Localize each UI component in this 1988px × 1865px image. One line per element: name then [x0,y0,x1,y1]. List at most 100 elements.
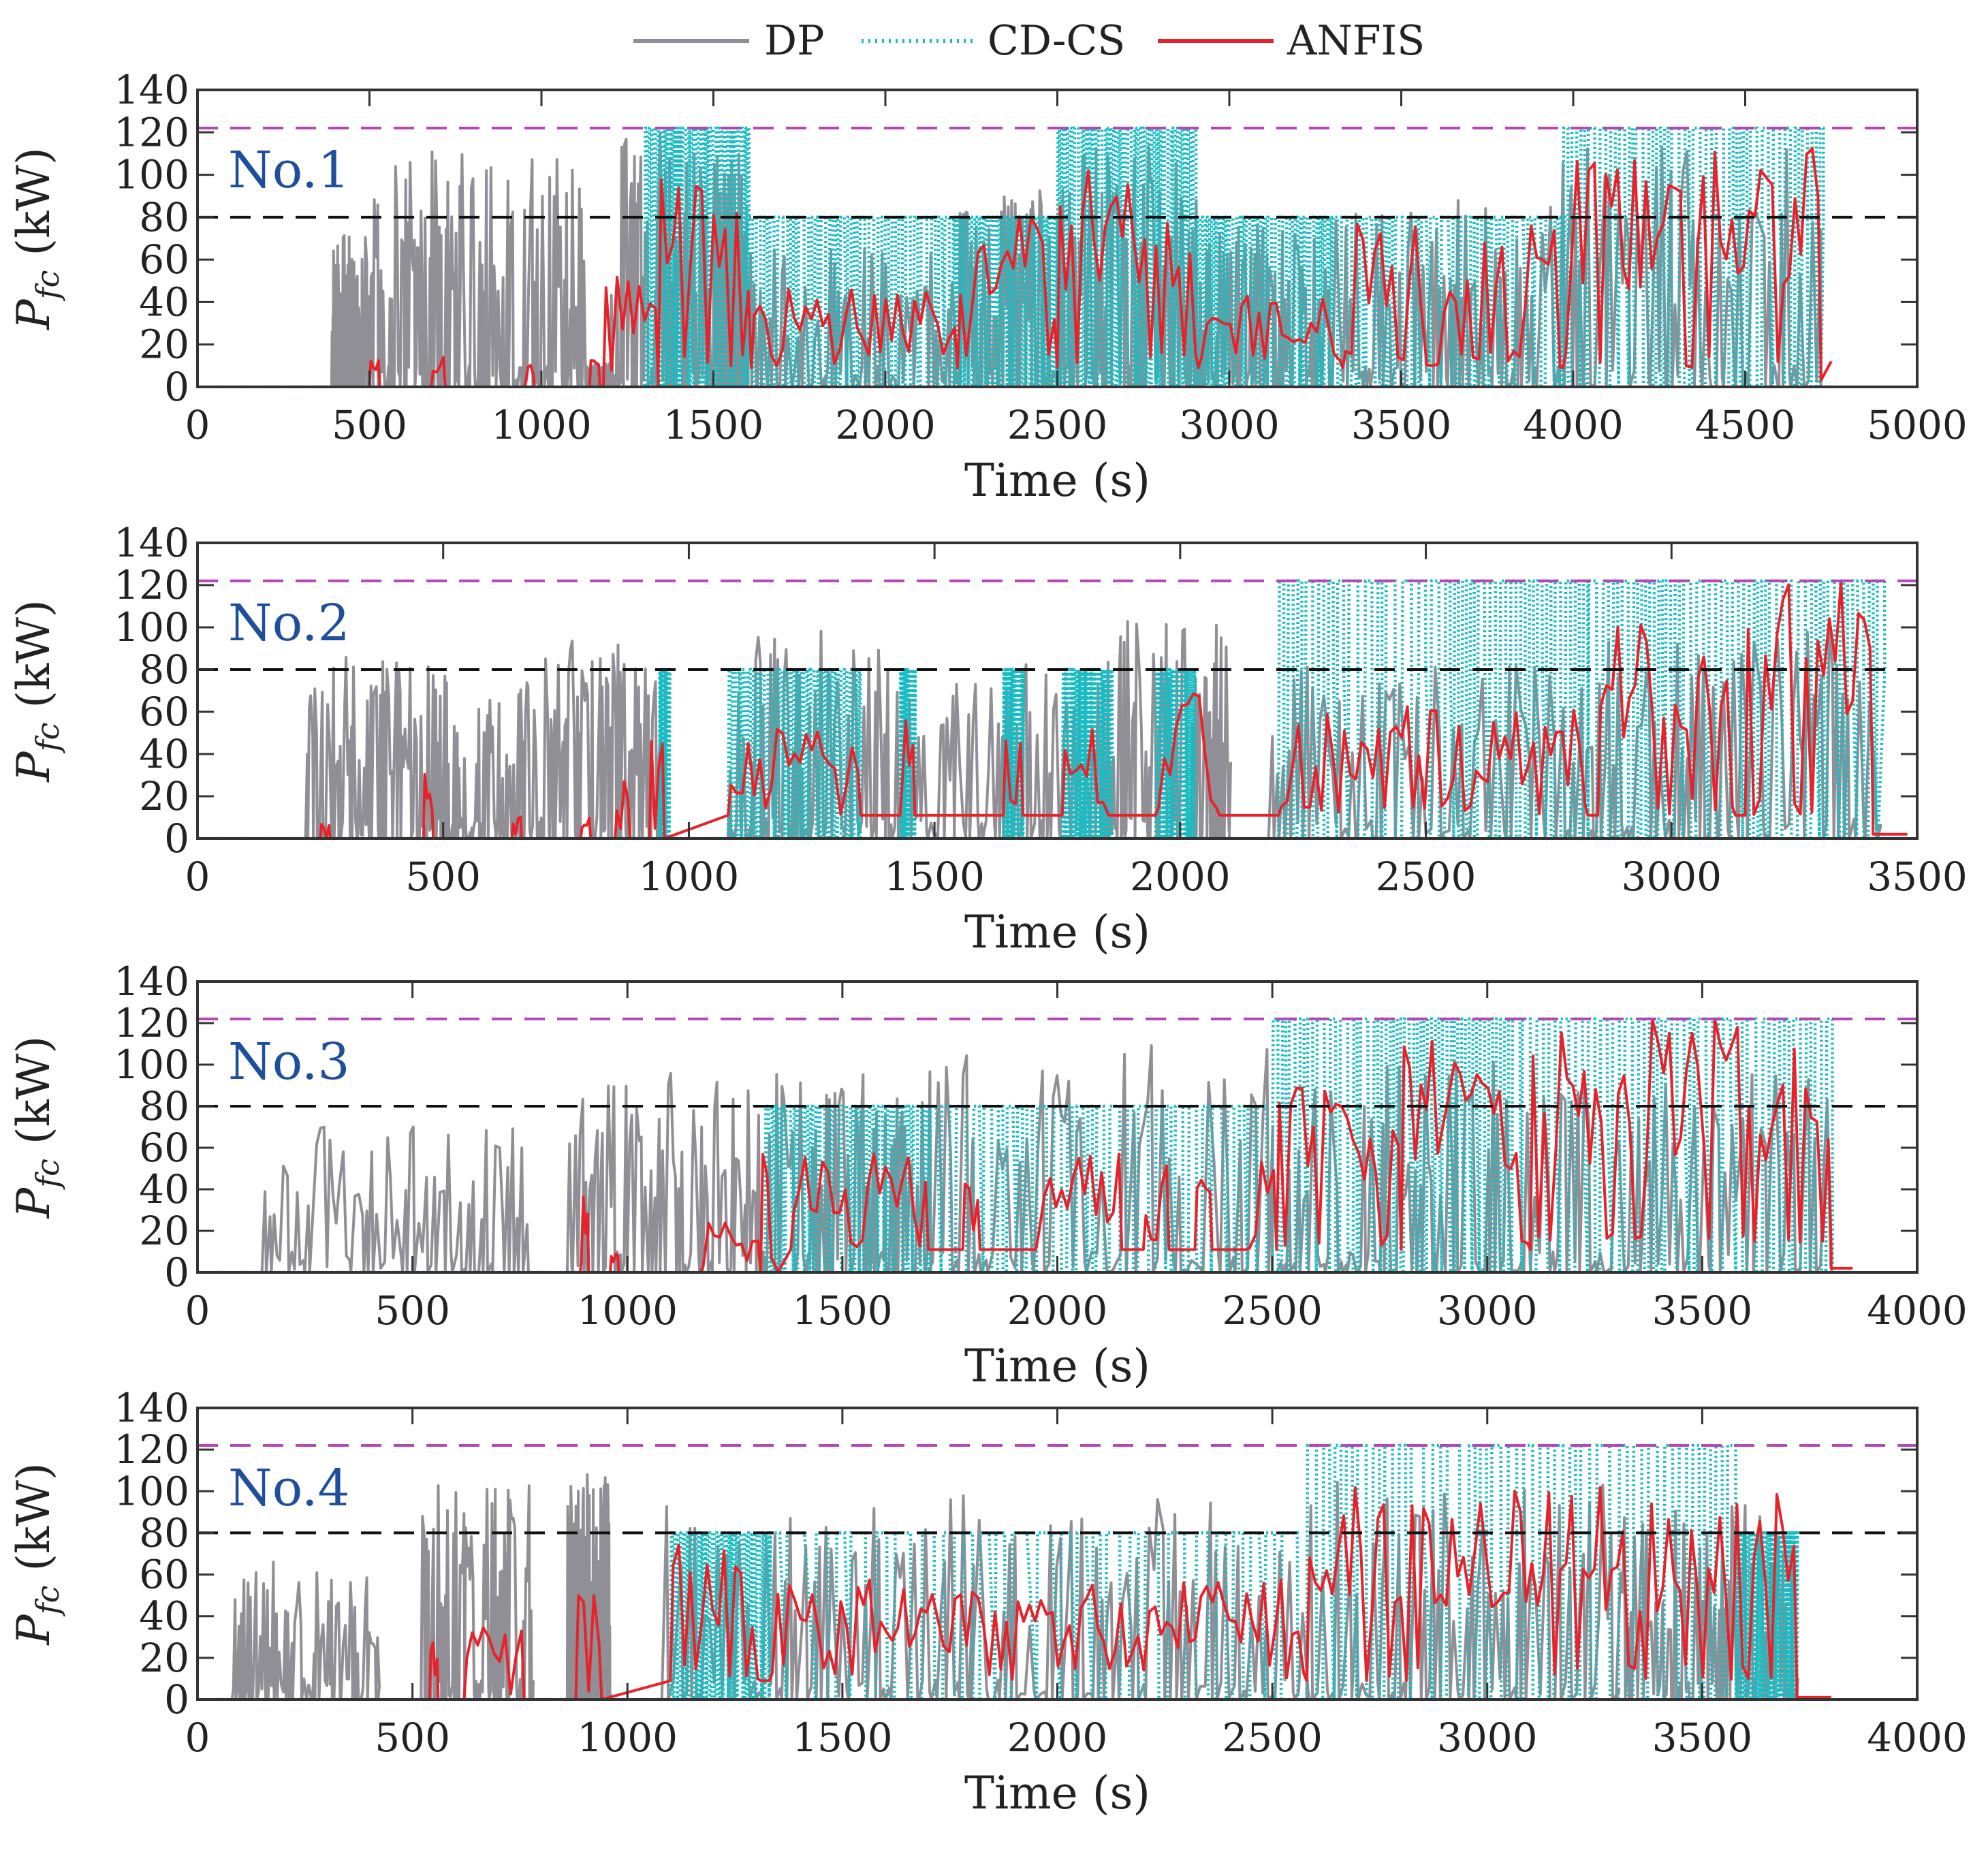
x-axis-title: Time (s) [964,1767,1150,1819]
y-tick-label: 140 [114,520,189,566]
x-tick-label: 0 [185,402,210,448]
y-tick-label: 100 [114,152,189,198]
y-tick-label: 120 [114,1000,189,1046]
y-axis-title-subscript: fc [29,1159,66,1190]
x-tick-label: 1500 [792,1287,893,1334]
legend: DP CD-CS ANFIS [633,17,1425,65]
x-tick-label: 500 [405,853,481,900]
y-axis-title-unit: (kW) [7,599,60,722]
y-tick-label: 20 [139,1635,189,1681]
x-tick-label: 2000 [1007,1714,1108,1761]
x-tick-label: 4500 [1695,402,1796,448]
x-axis-title: Time (s) [964,1340,1150,1392]
y-tick-label: 20 [139,322,189,368]
y-axis-title-symbol: P [7,1614,60,1646]
x-tick-label: 1000 [577,1287,678,1334]
legend-label-cdcs: CD-CS [988,17,1125,65]
y-tick-label: 60 [139,236,189,283]
x-tick-label: 0 [185,1287,210,1334]
x-tick-label: 4000 [1867,1287,1968,1334]
y-tick-label: 0 [164,815,189,862]
x-axis-title: Time (s) [964,454,1150,507]
series-dp-line [198,1473,1831,1699]
y-tick-label: 100 [114,604,189,651]
x-tick-label: 1000 [577,1714,678,1761]
x-tick-label: 1500 [884,853,985,900]
y-tick-label: 0 [164,1676,189,1723]
y-tick-label: 40 [139,1166,189,1212]
y-tick-label: 0 [164,364,189,410]
x-tick-label: 2500 [1007,402,1108,448]
x-tick-label: 3500 [1867,853,1968,900]
series-anfis-line [198,1017,1853,1272]
y-tick-label: 80 [139,194,189,240]
y-tick-label: 20 [139,773,189,819]
plot-frame [196,542,1919,840]
y-tick-label: 80 [139,1083,189,1129]
x-tick-label: 1000 [491,402,592,448]
y-tick-label: 0 [164,1249,189,1296]
series-anfis-line [198,579,1908,839]
y-axis-title-subscript: fc [29,1586,66,1617]
x-tick-label: 2000 [1007,1287,1108,1334]
y-tick-label: 140 [114,958,189,1005]
y-tick-label: 140 [114,1385,189,1431]
x-tick-label: 3000 [1621,853,1722,900]
y-tick-label: 60 [139,1125,189,1171]
y-tick-label: 40 [139,1593,189,1640]
y-tick-label: 20 [139,1208,189,1254]
x-tick-label: 1000 [639,853,740,900]
y-tick-label: 120 [114,109,189,155]
panel-label: No.1 [228,141,350,200]
x-tick-label: 0 [185,853,210,900]
x-tick-label: 3000 [1437,1287,1538,1334]
y-axis-title: Pfc (kW) [7,147,66,330]
data-layer [198,579,1908,839]
y-axis-title-unit: (kW) [7,1462,60,1585]
x-tick-label: 0 [185,1714,210,1761]
y-axis-title-unit: (kW) [7,1036,60,1159]
y-tick-label: 40 [139,279,189,325]
x-tick-label: 1500 [663,402,764,448]
y-axis-title-unit: (kW) [7,147,60,270]
y-tick-label: 60 [139,689,189,735]
x-tick-label: 500 [375,1287,450,1334]
y-tick-label: 40 [139,731,189,777]
x-tick-label: 4000 [1523,402,1624,448]
series-cdcs-line [198,126,1831,387]
x-tick-label: 3500 [1351,402,1452,448]
x-tick-label: 5000 [1867,402,1968,448]
y-tick-label: 60 [139,1552,189,1598]
x-tick-label: 3500 [1652,1287,1753,1334]
panel-label: No.3 [228,1033,350,1091]
y-tick-label: 80 [139,646,189,693]
data-layer [198,1443,1831,1699]
y-axis-title-subscript: fc [29,723,66,754]
y-axis-title-symbol: P [7,298,60,330]
x-tick-label: 2500 [1222,1287,1323,1334]
x-tick-label: 2500 [1376,853,1477,900]
x-tick-label: 4000 [1867,1714,1968,1761]
x-tick-label: 2500 [1222,1714,1323,1761]
legend-label-anfis: ANFIS [1287,17,1425,65]
y-axis-title: Pfc (kW) [7,1036,66,1219]
y-axis-title-subscript: fc [29,270,66,302]
y-tick-label: 120 [114,1426,189,1473]
y-tick-label: 100 [114,1468,189,1514]
x-axis-title: Time (s) [964,906,1150,958]
y-tick-label: 120 [114,562,189,608]
x-tick-label: 500 [332,402,407,448]
y-tick-label: 140 [114,67,189,113]
data-layer [198,126,1833,387]
x-tick-label: 3000 [1437,1714,1538,1761]
y-axis-title: Pfc (kW) [7,1462,66,1646]
series-anfis-line [198,147,1833,387]
x-tick-label: 3000 [1179,402,1280,448]
panel-label: No.4 [228,1459,350,1518]
y-tick-label: 80 [139,1509,189,1556]
